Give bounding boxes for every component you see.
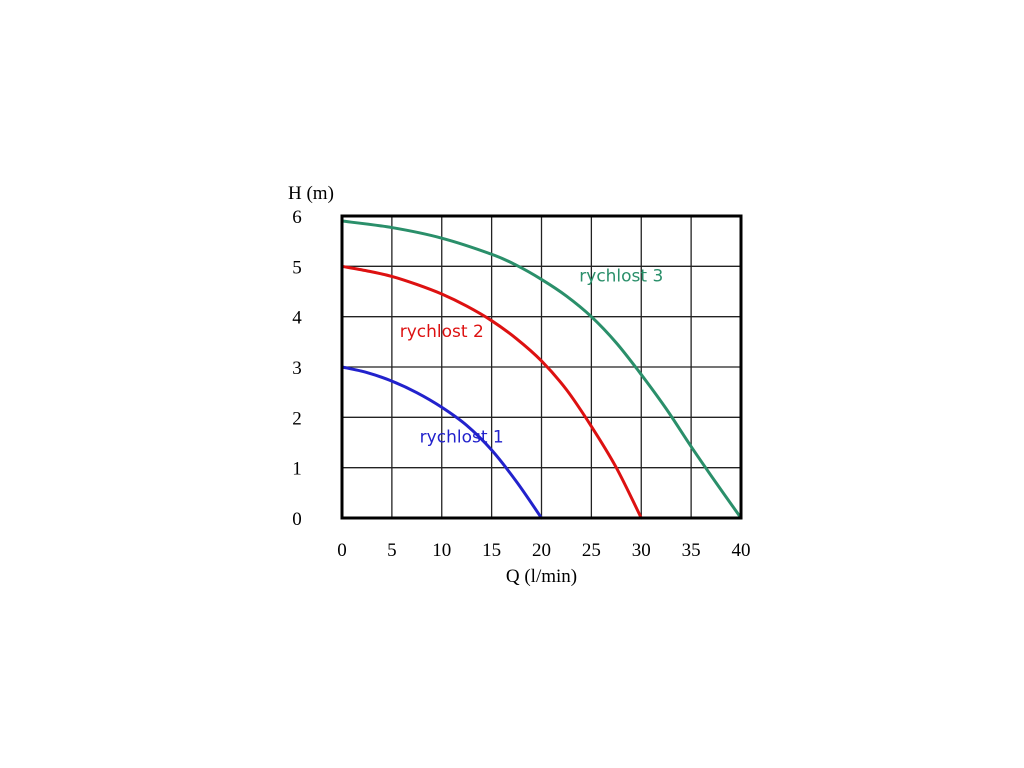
y-tick-label-1: 1	[292, 459, 302, 480]
x-tick-label-1: 5	[387, 540, 397, 561]
y-tick-label-6: 6	[292, 207, 302, 228]
series-label-1: rychlost 1	[420, 428, 504, 448]
y-tick-label-5: 5	[292, 257, 302, 278]
x-tick-label-8: 40	[732, 540, 751, 561]
grid-lines	[341, 215, 742, 519]
series-lines	[340, 219, 743, 520]
y-axis-title: H (m)	[288, 183, 334, 204]
series-line-1	[340, 365, 543, 520]
series-line-3	[340, 219, 743, 520]
x-tick-label-7: 35	[682, 540, 701, 561]
y-tick-label-0: 0	[292, 509, 302, 530]
series-label-2: rychlost 2	[400, 322, 484, 342]
x-tick-label-3: 15	[482, 540, 501, 561]
y-tick-label-3: 3	[292, 358, 302, 379]
x-tick-label-2: 10	[432, 540, 451, 561]
y-tick-label-2: 2	[292, 408, 302, 429]
plot-frame	[340, 214, 743, 520]
x-tick-label-6: 30	[632, 540, 651, 561]
tick-labels: 0 5 10 15 20 25 30 35 40 0 1 2 3 4 5 6	[292, 207, 750, 561]
y-tick-label-4: 4	[292, 308, 302, 329]
series-line-2	[340, 264, 643, 520]
x-axis-title: Q (l/min)	[506, 566, 577, 587]
x-tick-label-4: 20	[532, 540, 551, 561]
series-labels: rychlost 1 rychlost 2 rychlost 3	[400, 266, 664, 447]
x-tick-label-0: 0	[337, 540, 347, 561]
x-tick-label-5: 25	[582, 540, 601, 561]
series-label-3: rychlost 3	[579, 266, 663, 286]
